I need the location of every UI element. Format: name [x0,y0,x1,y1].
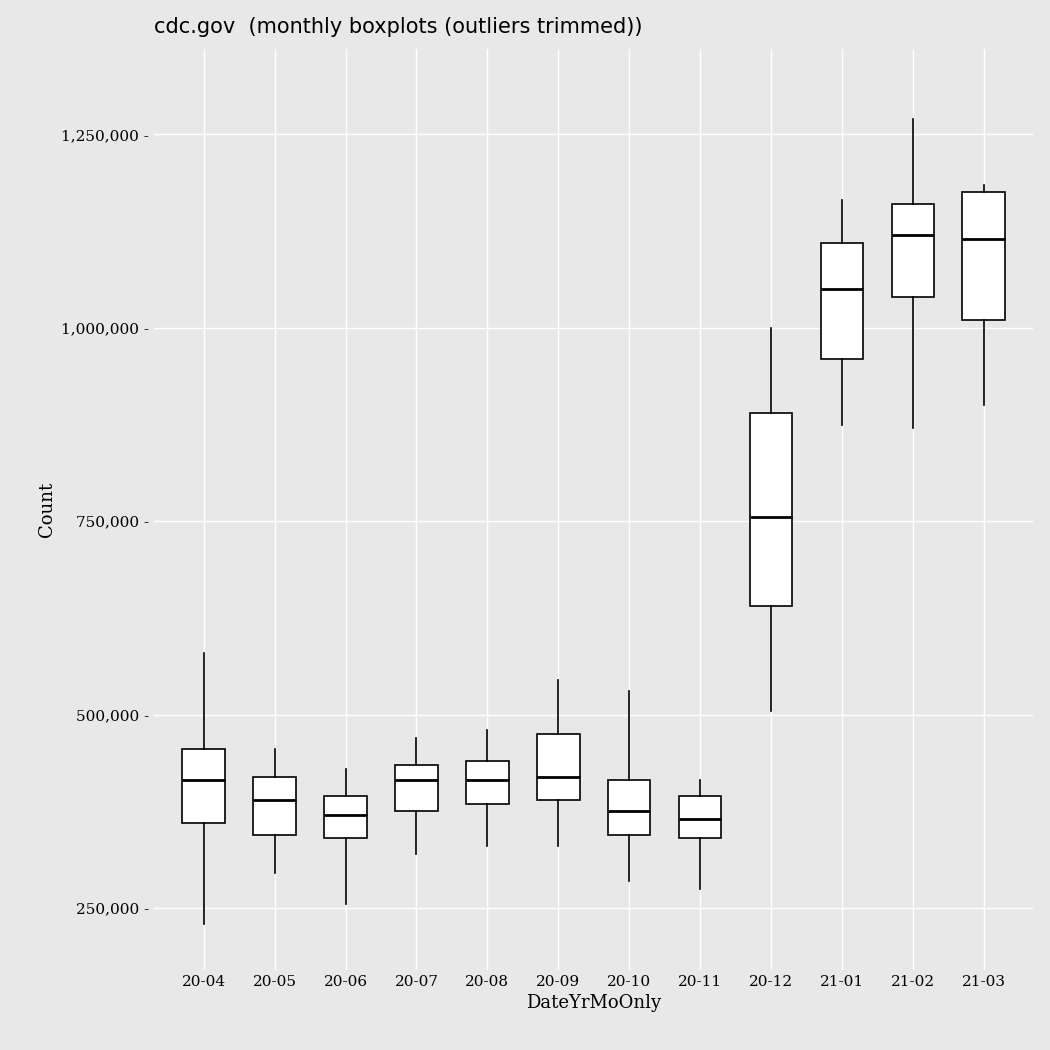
PathPatch shape [963,192,1005,320]
Y-axis label: Count: Count [38,482,56,538]
PathPatch shape [891,204,934,297]
PathPatch shape [537,734,580,800]
PathPatch shape [466,761,508,803]
PathPatch shape [608,780,650,835]
PathPatch shape [395,764,438,812]
PathPatch shape [750,413,793,606]
X-axis label: DateYrMoOnly: DateYrMoOnly [526,994,662,1012]
PathPatch shape [821,243,863,359]
PathPatch shape [253,777,296,835]
Text: cdc.gov  (monthly boxplots (outliers trimmed)): cdc.gov (monthly boxplots (outliers trim… [154,17,643,37]
PathPatch shape [183,750,225,823]
PathPatch shape [324,796,366,838]
PathPatch shape [678,796,721,838]
